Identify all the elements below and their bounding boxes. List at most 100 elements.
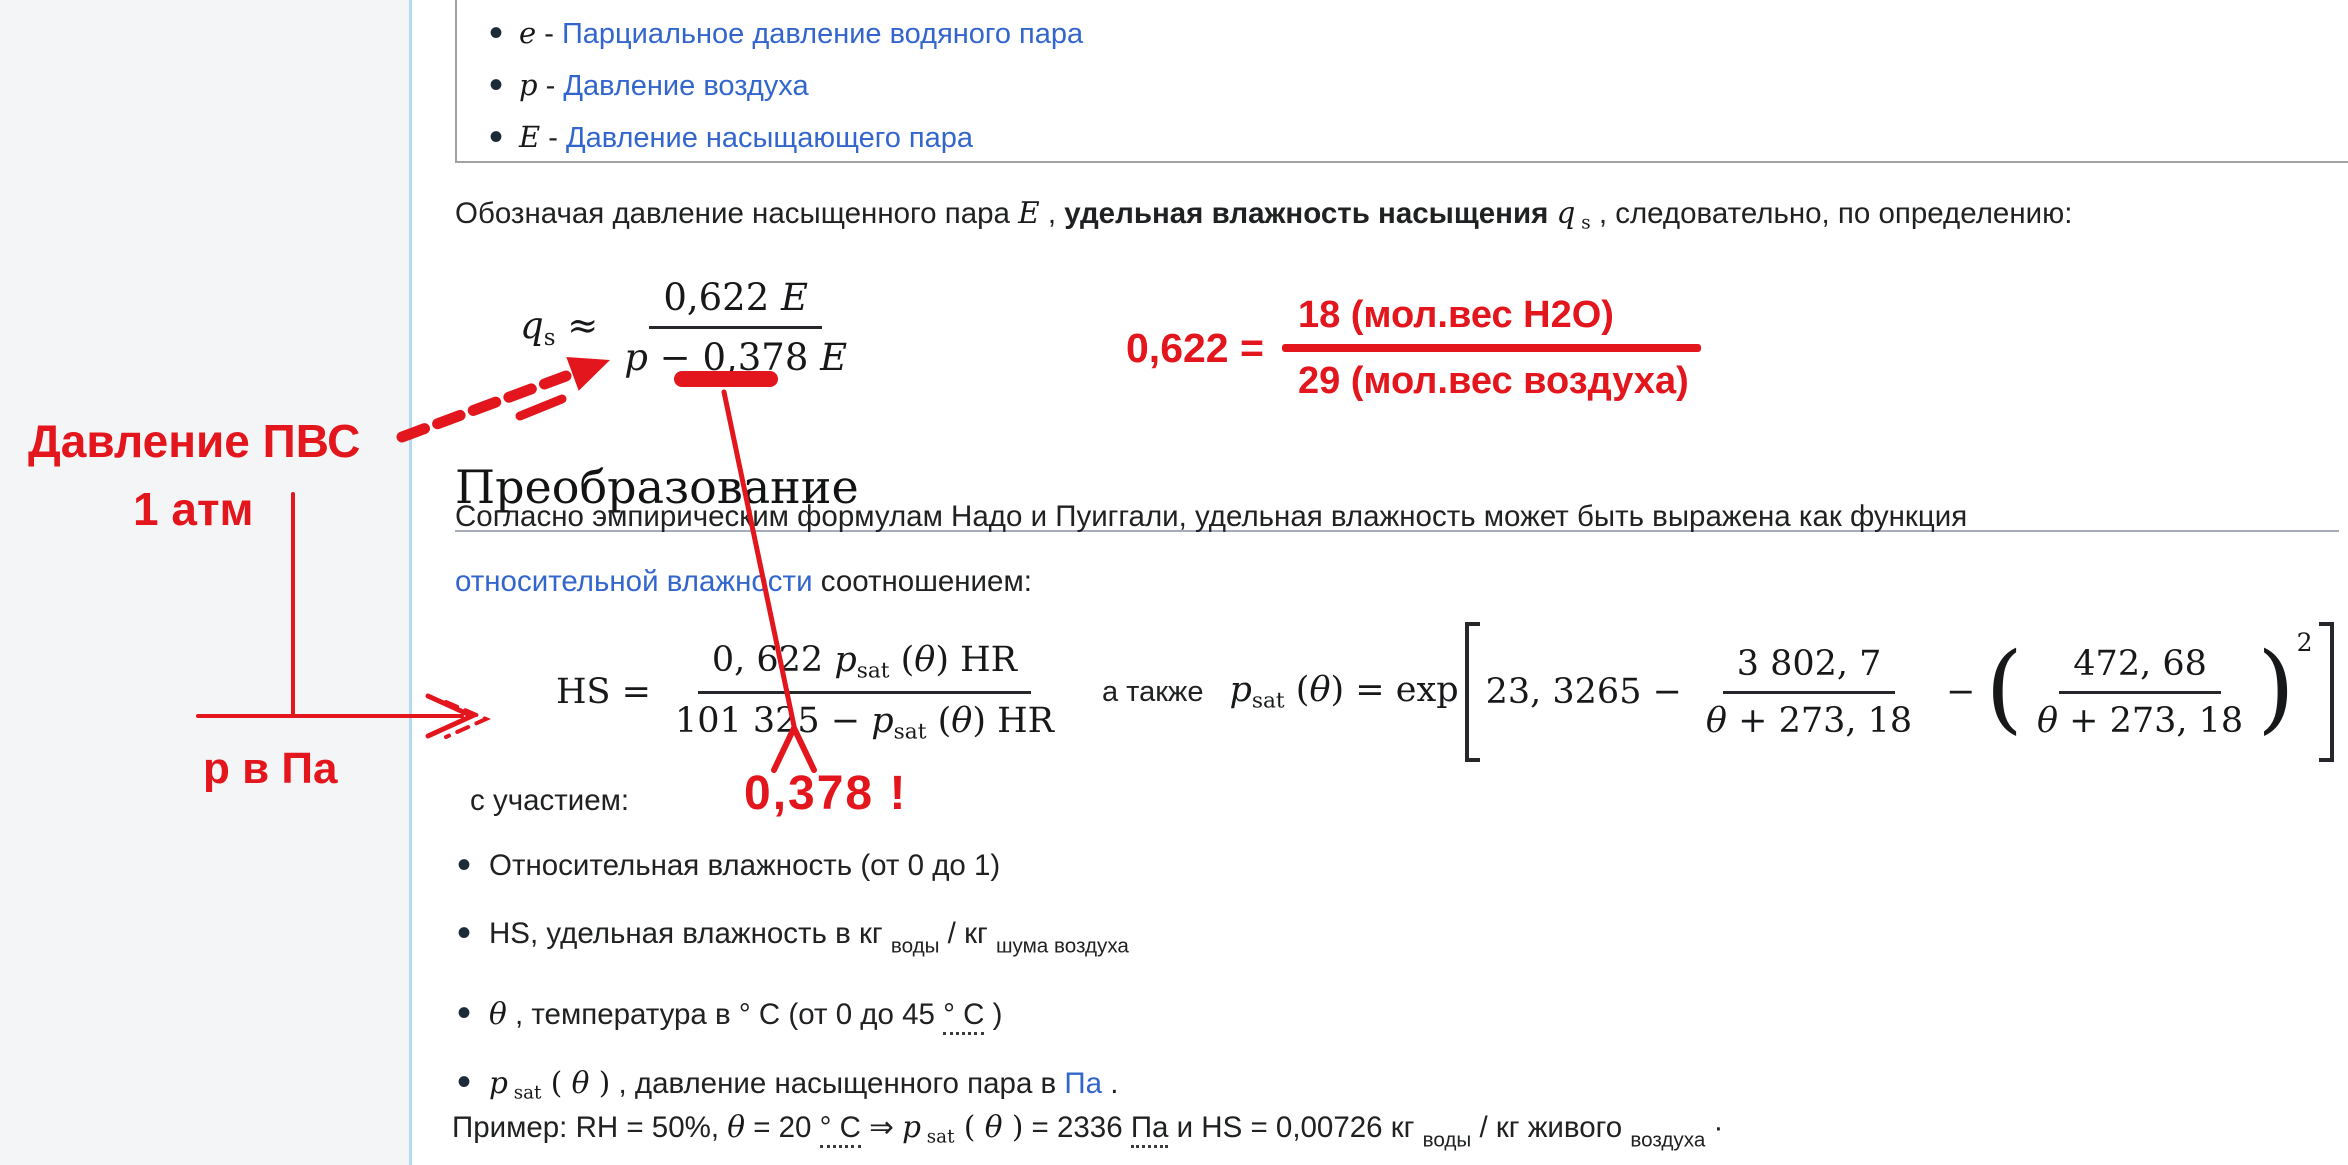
definitions-list: e - Парциальное давление водяного пара p… (457, 8, 2348, 164)
exp-fraction-1-denominator: θ + 273, 18 (1692, 694, 1926, 741)
run-mn: 101 325 − (674, 700, 872, 741)
run-msub: sat (507, 1082, 542, 1104)
list-item: θ , температура в ° C (от 0 до 45 ° C ) (455, 993, 1129, 1036)
run-mi: e (519, 16, 537, 50)
run-mn: 0,622 (663, 276, 782, 319)
run-mi: E (519, 120, 541, 154)
run-mi: q (1556, 196, 1576, 230)
intro-paragraph: Обозначая давление насыщенного пара E , … (455, 196, 2072, 233)
run-mi: θ (914, 640, 936, 680)
transform-paragraph-line2: относительной влажности соотношением: (455, 565, 1032, 599)
minus-operator: − (1946, 672, 1976, 712)
run-sub: воздуха (1630, 1128, 1706, 1152)
run-mn: + 273, 18 (2058, 700, 2244, 741)
dashed-arrow-extra-dash (515, 394, 567, 421)
link-partial-pressure[interactable]: Парциальное давление водяного пара (561, 18, 1084, 50)
run-dot: ° C (943, 998, 985, 1036)
run-text: - (540, 122, 566, 154)
link-saturation-pressure[interactable]: Давление насыщающего пара (565, 122, 974, 154)
dashed-arrow-line (396, 370, 572, 443)
list-item[interactable]: e - Парциальное давление водяного пара (487, 8, 2348, 60)
link-relative-humidity[interactable]: относительной влажности (455, 565, 813, 598)
run-mi: p (902, 1110, 921, 1144)
run-mi: θ (571, 1066, 590, 1101)
red-ratio-bar (1281, 344, 1701, 352)
variables-list: Относительная влажность (от 0 до 1) HS, … (455, 845, 1129, 1142)
run-text: Обозначая давление насыщенного пара (455, 197, 1019, 230)
run-text: соотношением: (812, 565, 1032, 598)
annotation-p-in-pa: р в Па (203, 744, 338, 793)
run-mn: − 0,378 (647, 336, 821, 379)
run-mn: 472, 68 (2073, 643, 2207, 684)
run-mi: θ (951, 700, 973, 741)
run-mi: p (624, 336, 648, 379)
run-text: - (536, 18, 562, 50)
run-sub: воды (1422, 1128, 1472, 1152)
run-mn: 23, 3265 − (1485, 672, 1682, 712)
run-mi: E (820, 336, 848, 379)
run-mn: ) (1002, 1110, 1024, 1144)
link-air-pressure[interactable]: Давление воздуха (563, 70, 809, 102)
run-text: ⇒ (860, 1111, 903, 1144)
run-b: удельная влажность насыщения (1064, 197, 1557, 230)
run-mn: ) HR (972, 700, 1054, 741)
run-mi: θ (984, 1110, 1003, 1144)
run-text: . (1102, 1067, 1119, 1101)
right-arrowhead-dashed (444, 700, 491, 739)
run-mn: ( (954, 1110, 985, 1144)
formula1-numerator: 0,622 E (649, 276, 823, 329)
red-ratio-annotation: 0,622 = 18 (мол.вес H2O) 29 (мол.вес воз… (1126, 294, 1701, 403)
exp-fraction-2-numerator: 472, 68 (2059, 644, 2221, 694)
run-mi: E (781, 276, 809, 319)
run-msub: s (1575, 212, 1591, 234)
exp-fraction-2: 472, 68 θ + 273, 18 (2023, 644, 2257, 741)
run-text: = 2336 (1023, 1111, 1131, 1144)
run-mn: ( (889, 640, 915, 680)
run-mn: 3 802, 7 (1736, 643, 1882, 684)
exp-fraction-1-numerator: 3 802, 7 (1722, 643, 1896, 694)
transform-paragraph-line1: Согласно эмпирическим формулам Надо и Пу… (455, 500, 1968, 533)
exponent-2: 2 (2296, 628, 2313, 657)
formula2-fraction: 0, 622 psat (θ) HR 101 325 − psat (θ) HR (661, 640, 1068, 744)
run-mi: θ (2036, 700, 2059, 741)
specific-humidity-formula: HS = 0, 622 psat (θ) HR 101 325 − psat (… (556, 622, 2334, 762)
list-item: Относительная влажность (от 0 до 1) (455, 845, 1129, 886)
exp-fraction-1: 3 802, 7 θ + 273, 18 (1692, 644, 1926, 741)
run-msub: sat (1251, 688, 1285, 714)
run-mn: ) HR (935, 640, 1018, 680)
formula2-denominator: 101 325 − psat (θ) HR (661, 694, 1068, 745)
red-ratio-denominator: 29 (мол.вес воздуха) (1297, 360, 1689, 402)
exp-fraction-2-denominator: θ + 273, 18 (2023, 694, 2257, 741)
run-msub: s (543, 324, 556, 351)
run-mn: ) (589, 1066, 611, 1101)
run-sub: шума воздуха (995, 934, 1129, 958)
run-sub: воды (890, 934, 940, 958)
run-dot: ° C (819, 1111, 861, 1148)
run-mi: q (520, 304, 544, 348)
annotation-pvs-pressure: Давление ПВС (28, 415, 361, 467)
list-item[interactable]: E - Давление насыщающего пара (487, 112, 2348, 164)
run-text: и HS = 0,00726 кг (1168, 1111, 1423, 1144)
annotation-1-atm: 1 атм (133, 483, 254, 535)
link-pa[interactable]: Па (1064, 1067, 1103, 1101)
run-msub: sat (856, 658, 890, 684)
run-text: , давление насыщенного пара в (610, 1067, 1065, 1101)
list-item[interactable]: p - Давление воздуха (487, 60, 2348, 112)
run-mn: ≈ (555, 304, 599, 348)
formula2-lhs: HS = (556, 672, 651, 712)
red-ratio-fraction: 18 (мол.вес H2O) 29 (мол.вес воздуха) (1281, 294, 1701, 403)
run-mi: E (1018, 196, 1040, 230)
run-msub: sat (893, 719, 927, 744)
close-bracket (2318, 622, 2334, 762)
formula1-fraction: 0,622 E p − 0,378 E (610, 276, 861, 379)
run-mn: ( (1284, 670, 1310, 711)
run-mi: p (489, 1066, 508, 1101)
example-line: Пример: RH = 50%, θ = 20 ° C ⇒ p sat ( θ… (452, 1110, 1723, 1152)
run-text: , следовательно, по определению: (1590, 197, 2073, 230)
run-text: HS, удельная влажность в кг (489, 917, 891, 950)
involving-text: с участием: (470, 784, 630, 817)
run-text: , температура в ° C (от 0 до 45 (506, 998, 944, 1032)
right-arrowhead (425, 693, 479, 739)
red-ratio-numerator: 18 (мол.вес H2O) (1297, 294, 1614, 336)
